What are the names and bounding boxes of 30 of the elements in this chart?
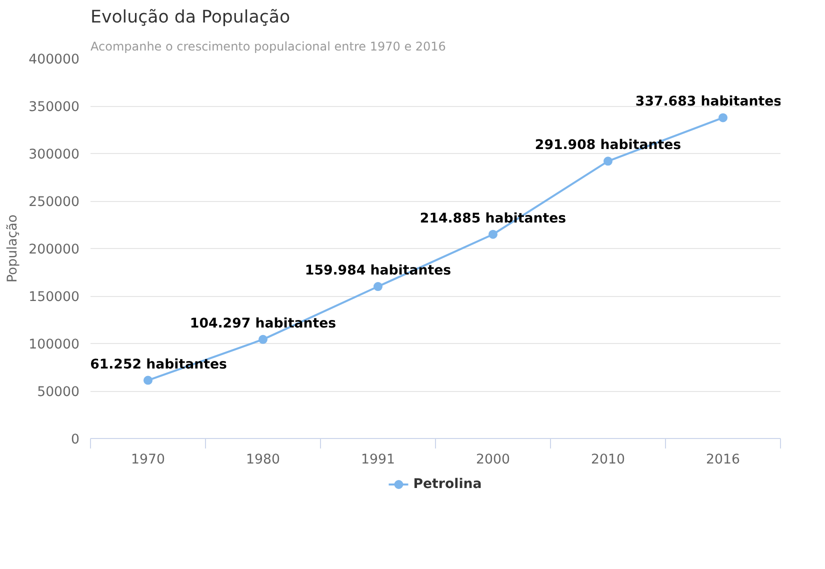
y-tick-label: 300000	[28, 148, 80, 162]
y-tick-label: 0	[71, 432, 80, 448]
point	[144, 376, 152, 385]
x-tick-label: 1980	[246, 452, 280, 468]
chart-title: Evolução da População	[90, 8, 290, 28]
data-label: 214.885 habitantes	[420, 211, 566, 226]
y-tick-label: 250000	[28, 195, 80, 210]
point	[374, 282, 382, 292]
y-tick-label: 150000	[28, 290, 80, 305]
x-tick-label: 1970	[131, 452, 165, 468]
data-label: 104.297 habitantes	[190, 316, 336, 332]
x-tick-label: 1991	[361, 452, 395, 468]
x-tick-label: 2010	[591, 452, 625, 468]
y-tick-label: 100000	[28, 338, 80, 352]
y-axis-title: População	[6, 214, 21, 283]
point	[488, 230, 498, 239]
y-tick-label: 400000	[28, 52, 80, 68]
point	[718, 113, 728, 122]
y-tick-label: 200000	[28, 242, 80, 258]
chart-subtitle: Acompanhe o crescimento populacional entre 1970 e 2016	[90, 40, 446, 54]
x-tick-label: 2016	[706, 452, 740, 468]
data-label: 159.984 habitantes	[304, 264, 452, 279]
y-tick-label: 50000	[37, 385, 80, 400]
data-label: 291.908 habitantes	[534, 138, 682, 154]
data-label: 61.252 habitantes	[90, 357, 227, 372]
legend-label: Petrolina	[413, 476, 482, 492]
point	[258, 334, 268, 344]
x-tick-label: 2000	[476, 452, 510, 468]
point	[604, 156, 612, 166]
y-tick-label: 350000	[28, 100, 80, 115]
